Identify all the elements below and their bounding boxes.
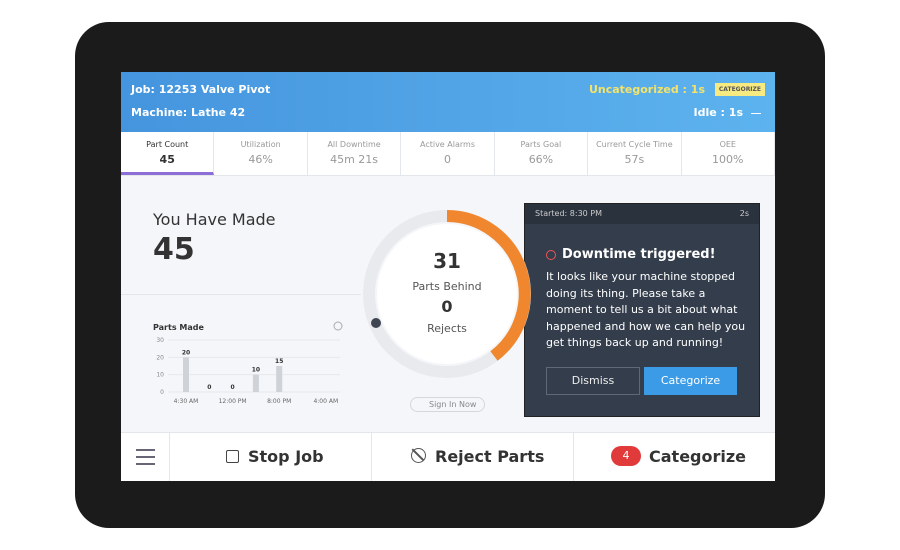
badge: 4 [611,446,641,466]
categorize-tag[interactable]: CATEGORIZE [714,83,765,96]
footer: Stop Job Reject Parts 4 Categorize [121,432,775,481]
reject-parts: Reject Parts [435,447,545,466]
reject-parts-button[interactable]: Reject Parts [372,433,574,481]
tab-value: 57s [624,153,645,166]
tab[interactable]: Utilization 46% [214,132,308,175]
alert-icon [546,250,556,260]
modal-body: It looks like your machine stopped doing… [546,270,746,349]
tab[interactable]: Active Alarms 0 [401,132,495,175]
tab-value: 0 [443,153,451,166]
modal-title: Downtime triggered! [562,247,716,262]
made-title: You Have Made [153,210,276,229]
modal-elapsed: 2s [739,209,749,218]
menu-icon[interactable] [121,433,170,481]
tab-value: 45m 21s [330,153,379,166]
tab[interactable]: Part Count 45 [121,132,215,175]
tabs: Part Count 45 Utilization 46% All Downtime 45… [121,132,775,176]
stop-job-button[interactable]: Stop Job [170,433,372,481]
tab-value: 46% [248,153,273,166]
tab-label: OEE [719,140,736,149]
tab-label: Active Alarms [419,140,475,149]
header: Job: 12253 Valve Pivot Machine: Lathe 42… [121,72,775,132]
uncategorized: Uncategorized : 1s [588,83,705,96]
dismiss-button[interactable]: Dismiss [546,367,640,395]
tab-label: Utilization [240,140,281,149]
modal: Started: 8:30 PM 2s Downtime triggered! … [524,203,760,417]
tab-value: 66% [528,153,554,166]
idle-dash [751,113,761,114]
divider [121,294,361,295]
tab[interactable]: OEE 100% [682,132,775,175]
modal-categorize-button[interactable]: Categorize [644,367,737,395]
tab-value: 45 [159,153,175,166]
categorize-button[interactable]: 4 Categorize [574,433,775,481]
tab[interactable]: All Downtime 45m 21s [308,132,402,175]
stop-job: Stop Job [248,447,324,466]
tab-label: Parts Goal [520,140,562,149]
tab-label: Current Cycle Time [596,140,673,149]
screen: Job: 12253 Valve Pivot Machine: Lathe 42… [121,72,775,481]
modal-started: Started: 8:30 PM [535,209,603,218]
sign-in-button[interactable]: Sign In Now [410,397,486,412]
tab[interactable]: Current Cycle Time 57s [588,132,682,175]
job: Job: 12253 Valve Pivot [131,83,271,96]
tab[interactable]: Parts Goal 66% [495,132,589,175]
made-value: 45 [153,232,195,267]
categorize-label: Categorize [649,447,747,466]
idle: Idle : 1s [693,106,743,119]
machine: Machine: Lathe 42 [131,106,246,119]
tab-label: Part Count [146,140,189,149]
tab-label: All Downtime [327,140,381,149]
tab-value: 100% [712,153,744,166]
